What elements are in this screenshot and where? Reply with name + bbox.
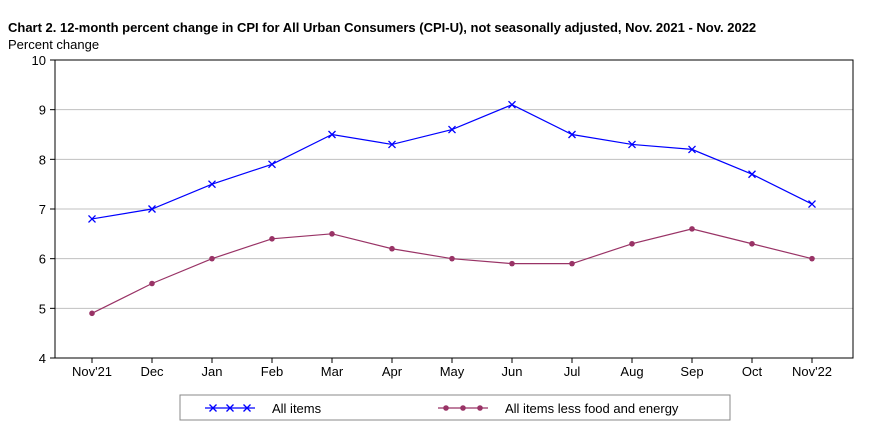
x-tick-label: Nov'22 xyxy=(792,364,832,379)
data-point xyxy=(268,160,276,169)
legend-marker xyxy=(460,405,466,411)
series-2 xyxy=(89,226,815,317)
y-tick-label: 10 xyxy=(32,53,46,68)
data-point xyxy=(748,170,756,179)
data-point xyxy=(569,260,575,267)
x-tick-label: Apr xyxy=(382,364,403,379)
data-point xyxy=(628,140,636,149)
data-point xyxy=(88,214,96,223)
y-axis-label: Percent change xyxy=(8,37,100,52)
data-point xyxy=(388,140,396,149)
data-point xyxy=(688,145,696,154)
x-axis: Nov'21 Dec Jan Feb Mar Apr May Jun Jul Aug Sep Oct N… xyxy=(72,358,832,379)
legend-marker xyxy=(209,404,217,412)
data-point xyxy=(328,130,336,139)
y-axis: 4 5 6 7 8 9 10 xyxy=(32,53,55,366)
y-tick-label: 8 xyxy=(39,152,46,167)
data-point xyxy=(448,125,456,134)
data-point xyxy=(209,255,215,262)
x-tick-label: Feb xyxy=(261,364,283,379)
y-tick-label: 6 xyxy=(39,252,46,267)
y-tick-label: 7 xyxy=(39,202,46,217)
x-tick-label: Nov'21 xyxy=(72,364,112,379)
x-tick-label: Aug xyxy=(620,364,643,379)
legend-marker xyxy=(477,405,483,411)
data-point xyxy=(809,255,815,262)
data-point xyxy=(808,200,816,208)
series-line xyxy=(91,104,813,220)
legend-marker xyxy=(226,404,234,412)
data-point xyxy=(148,205,156,213)
x-tick-label: Mar xyxy=(321,364,344,379)
series-layer xyxy=(88,100,816,317)
data-point xyxy=(509,260,515,267)
x-tick-label: Jan xyxy=(202,364,223,379)
series-1 xyxy=(88,100,816,223)
data-point xyxy=(629,240,635,247)
data-point xyxy=(149,280,155,287)
data-point xyxy=(689,226,695,232)
legend-marker xyxy=(243,404,251,412)
y-tick-label: 4 xyxy=(39,351,46,366)
data-point xyxy=(208,180,216,189)
data-point xyxy=(508,100,516,109)
x-tick-label: May xyxy=(440,364,465,379)
legend-label: All items xyxy=(272,401,322,416)
x-tick-label: Jul xyxy=(564,364,581,379)
x-tick-label: Sep xyxy=(680,364,703,379)
data-point xyxy=(389,245,395,252)
y-tick-label: 5 xyxy=(39,301,46,316)
x-tick-label: Jun xyxy=(502,364,523,379)
legend-marker xyxy=(443,405,449,411)
x-tick-label: Dec xyxy=(140,364,164,379)
legend-item: All items xyxy=(205,401,322,416)
data-point xyxy=(449,255,455,262)
x-tick-label: Oct xyxy=(742,364,763,379)
legend-label: All items less food and energy xyxy=(505,401,679,416)
data-point xyxy=(269,236,275,242)
data-point xyxy=(89,310,95,317)
series-line xyxy=(91,228,813,314)
data-point xyxy=(329,231,335,237)
data-point xyxy=(568,130,576,139)
legend: All items All items less food and energy xyxy=(179,394,731,421)
gridlines xyxy=(55,109,853,309)
y-tick-label: 9 xyxy=(39,103,46,118)
chart-title: Chart 2. 12-month percent change in CPI … xyxy=(8,20,757,35)
legend-item: All items less food and energy xyxy=(438,401,679,416)
data-point xyxy=(749,240,755,247)
